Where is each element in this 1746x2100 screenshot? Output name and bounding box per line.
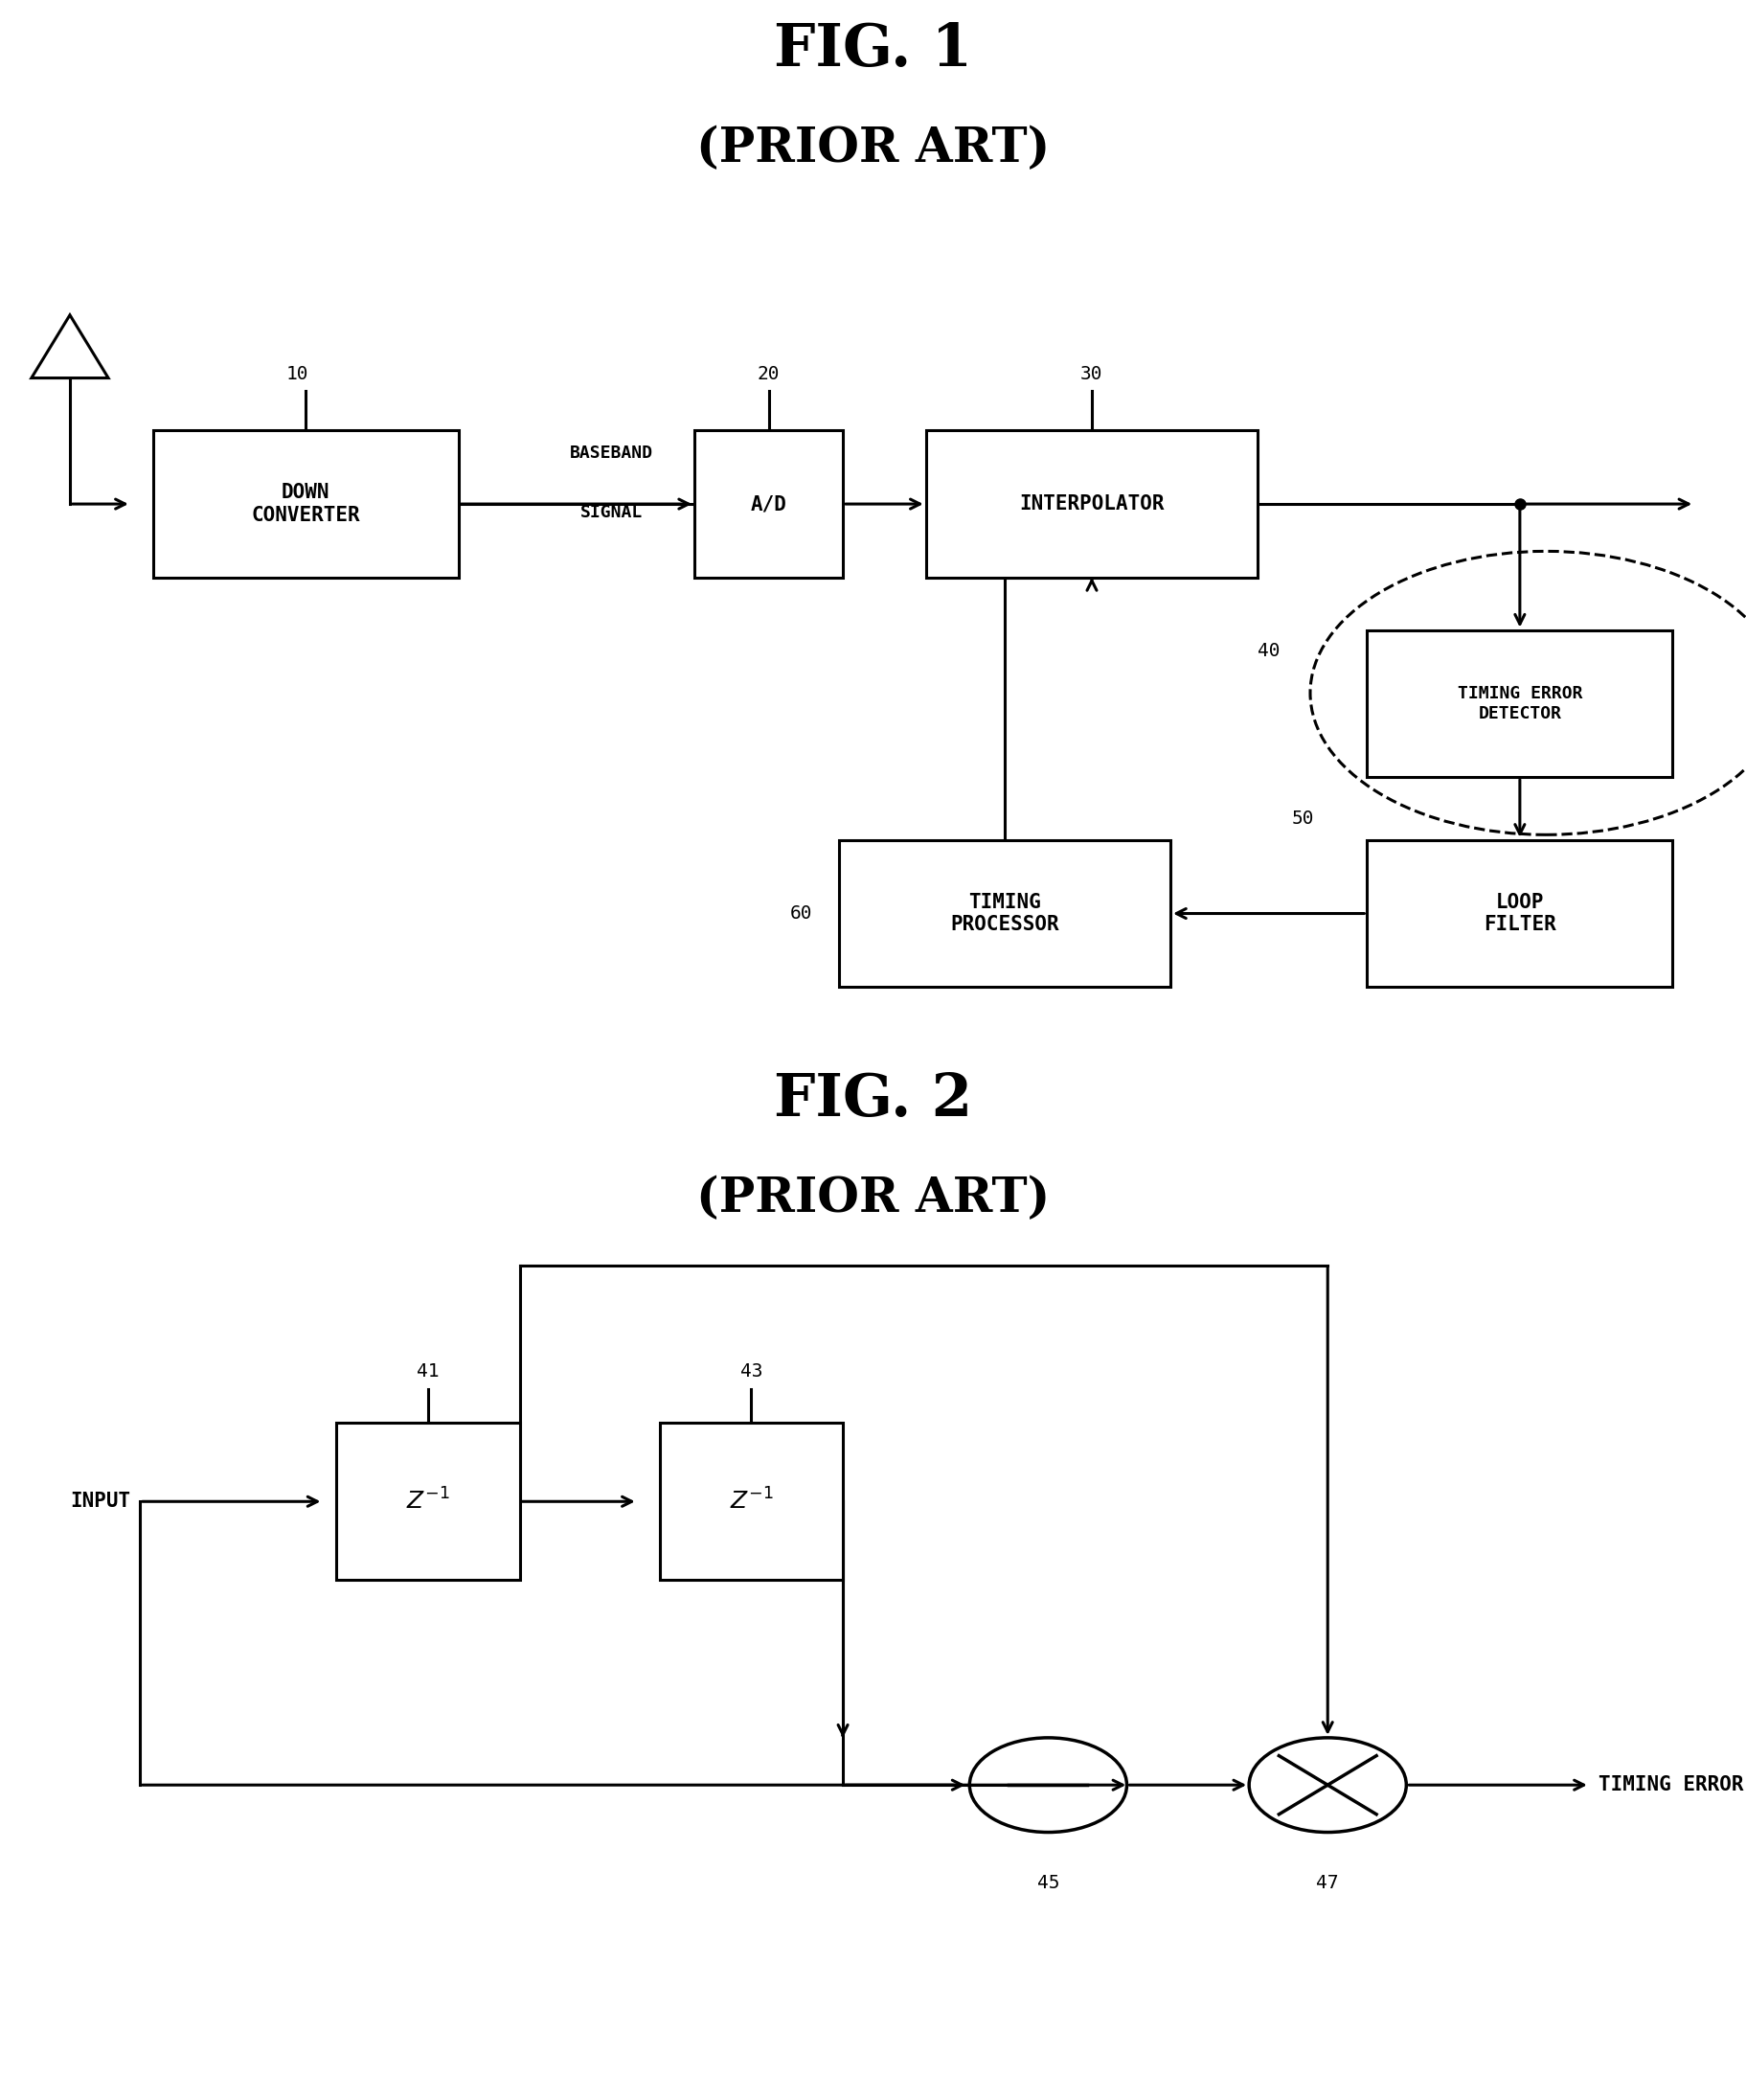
Text: 45: 45: [1037, 1875, 1058, 1892]
FancyBboxPatch shape: [335, 1424, 520, 1581]
Text: 50: 50: [1292, 811, 1313, 827]
Text: FIG. 1: FIG. 1: [773, 21, 973, 78]
Text: 10: 10: [286, 365, 307, 382]
FancyBboxPatch shape: [1365, 840, 1673, 987]
Text: 47: 47: [1316, 1875, 1337, 1892]
Text: TIMING
PROCESSOR: TIMING PROCESSOR: [950, 892, 1058, 935]
Text: 40: 40: [1257, 643, 1278, 659]
FancyBboxPatch shape: [925, 430, 1257, 578]
Text: (PRIOR ART): (PRIOR ART): [697, 1176, 1049, 1222]
Text: $Z^{-1}$: $Z^{-1}$: [407, 1489, 449, 1514]
Text: 41: 41: [417, 1363, 438, 1382]
Text: A/D: A/D: [751, 494, 786, 515]
FancyBboxPatch shape: [1365, 630, 1673, 777]
Text: INTERPOLATOR: INTERPOLATOR: [1018, 494, 1165, 515]
Text: FIG. 2: FIG. 2: [773, 1071, 973, 1128]
Text: 43: 43: [740, 1363, 761, 1382]
Text: BASEBAND: BASEBAND: [569, 445, 653, 462]
Text: $Z^{-1}$: $Z^{-1}$: [730, 1489, 772, 1514]
Text: 20: 20: [758, 365, 779, 382]
Text: LOOP
FILTER: LOOP FILTER: [1482, 892, 1556, 935]
Text: 60: 60: [789, 905, 812, 922]
Text: SIGNAL: SIGNAL: [580, 504, 643, 521]
Text: DOWN
CONVERTER: DOWN CONVERTER: [251, 483, 360, 525]
FancyBboxPatch shape: [695, 430, 843, 578]
Text: (PRIOR ART): (PRIOR ART): [697, 126, 1049, 172]
FancyBboxPatch shape: [154, 430, 457, 578]
Text: TIMING ERROR
DETECTOR: TIMING ERROR DETECTOR: [1456, 685, 1582, 722]
FancyBboxPatch shape: [660, 1424, 842, 1581]
Text: INPUT: INPUT: [70, 1491, 131, 1512]
Text: TIMING ERROR: TIMING ERROR: [1598, 1774, 1743, 1796]
Text: 30: 30: [1081, 365, 1102, 382]
FancyBboxPatch shape: [838, 840, 1170, 987]
